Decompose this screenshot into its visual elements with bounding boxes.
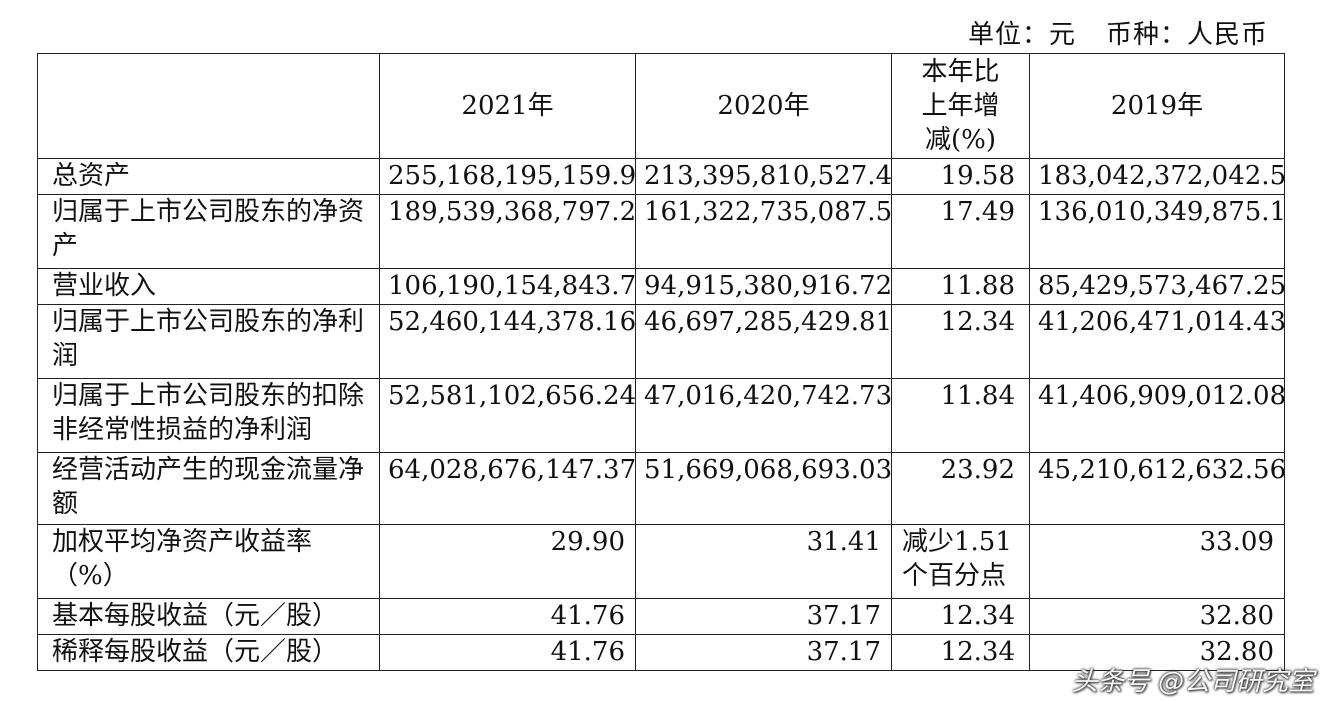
cell-2019: 41,406,909,012.08 bbox=[1029, 378, 1285, 453]
table-header-row: 2021年 2020年 本年比上年增减(%) 2019年 bbox=[37, 53, 1285, 159]
header-2019: 2019年 bbox=[1029, 53, 1285, 159]
row-label: 总资产 bbox=[37, 158, 380, 195]
row-label: 稀释每股收益（元／股） bbox=[37, 634, 380, 671]
unit-note: 单位：元 币种：人民币 bbox=[968, 14, 1268, 51]
row-label: 营业收入 bbox=[37, 268, 380, 305]
cell-2020: 213,395,810,527.46 bbox=[635, 158, 892, 195]
cell-2019: 136,010,349,875.11 bbox=[1029, 194, 1285, 269]
table-row: 归属于上市公司股东的净资产 189,539,368,797.29 161,322… bbox=[37, 194, 1285, 269]
cell-2020: 37.17 bbox=[635, 634, 892, 671]
table-row: 经营活动产生的现金流量净额 64,028,676,147.37 51,669,0… bbox=[37, 452, 1285, 525]
unit-label: 单位：元 bbox=[967, 20, 1076, 50]
cell-change: 11.84 bbox=[891, 378, 1030, 453]
header-change: 本年比上年增减(%) bbox=[891, 53, 1030, 159]
cell-change: 19.58 bbox=[891, 158, 1030, 195]
cell-2021: 41.76 bbox=[379, 634, 636, 671]
cell-change: 17.49 bbox=[891, 194, 1030, 269]
table-row: 营业收入 106,190,154,843.76 94,915,380,916.7… bbox=[37, 268, 1285, 305]
cell-change: 11.88 bbox=[891, 268, 1030, 305]
cell-2021: 52,460,144,378.16 bbox=[379, 304, 636, 379]
currency-label: 币种：人民币 bbox=[1105, 20, 1268, 50]
cell-change: 12.34 bbox=[891, 304, 1030, 379]
cell-2021: 255,168,195,159.90 bbox=[379, 158, 636, 195]
row-label: 加权平均净资产收益率（%） bbox=[37, 524, 380, 599]
header-2020: 2020年 bbox=[635, 53, 892, 159]
cell-2019: 45,210,612,632.56 bbox=[1029, 452, 1285, 525]
row-label: 经营活动产生的现金流量净额 bbox=[37, 452, 380, 525]
cell-2020: 47,016,420,742.73 bbox=[635, 378, 892, 453]
row-label: 归属于上市公司股东的扣除非经常性损益的净利润 bbox=[37, 378, 380, 453]
cell-2019: 32.80 bbox=[1029, 634, 1285, 671]
table-row: 总资产 255,168,195,159.90 213,395,810,527.4… bbox=[37, 158, 1285, 195]
row-label: 归属于上市公司股东的净利润 bbox=[37, 304, 380, 379]
row-label: 基本每股收益（元／股） bbox=[37, 598, 380, 635]
table-row: 归属于上市公司股东的净利润 52,460,144,378.16 46,697,2… bbox=[37, 304, 1285, 379]
cell-2020: 46,697,285,429.81 bbox=[635, 304, 892, 379]
cell-2019: 85,429,573,467.25 bbox=[1029, 268, 1285, 305]
cell-2021: 41.76 bbox=[379, 598, 636, 635]
cell-2019: 41,206,471,014.43 bbox=[1029, 304, 1285, 379]
cell-2020: 161,322,735,087.56 bbox=[635, 194, 892, 269]
cell-change: 12.34 bbox=[891, 598, 1030, 635]
cell-2020: 51,669,068,693.03 bbox=[635, 452, 892, 525]
cell-2021: 106,190,154,843.76 bbox=[379, 268, 636, 305]
cell-change: 减少1.51个百分点 bbox=[891, 524, 1030, 599]
cell-change: 23.92 bbox=[891, 452, 1030, 525]
table-row: 加权平均净资产收益率（%） 29.90 31.41 减少1.51个百分点 33.… bbox=[37, 524, 1285, 599]
cell-2021: 29.90 bbox=[379, 524, 636, 599]
row-label: 归属于上市公司股东的净资产 bbox=[37, 194, 380, 269]
table-row: 稀释每股收益（元／股） 41.76 37.17 12.34 32.80 bbox=[37, 634, 1285, 671]
financial-summary-table: 2021年 2020年 本年比上年增减(%) 2019年 总资产 255,168… bbox=[37, 53, 1285, 671]
table-row: 归属于上市公司股东的扣除非经常性损益的净利润 52,581,102,656.24… bbox=[37, 378, 1285, 453]
cell-2019: 183,042,372,042.50 bbox=[1029, 158, 1285, 195]
cell-2020: 37.17 bbox=[635, 598, 892, 635]
cell-2020: 31.41 bbox=[635, 524, 892, 599]
cell-2021: 189,539,368,797.29 bbox=[379, 194, 636, 269]
cell-2020: 94,915,380,916.72 bbox=[635, 268, 892, 305]
cell-2019: 33.09 bbox=[1029, 524, 1285, 599]
header-item bbox=[37, 53, 380, 159]
cell-2021: 64,028,676,147.37 bbox=[379, 452, 636, 525]
header-2021: 2021年 bbox=[379, 53, 636, 159]
cell-2019: 32.80 bbox=[1029, 598, 1285, 635]
table-row: 基本每股收益（元／股） 41.76 37.17 12.34 32.80 bbox=[37, 598, 1285, 635]
cell-2021: 52,581,102,656.24 bbox=[379, 378, 636, 453]
cell-change: 12.34 bbox=[891, 634, 1030, 671]
watermark: 头条号 @公司研究室 bbox=[1071, 667, 1314, 697]
